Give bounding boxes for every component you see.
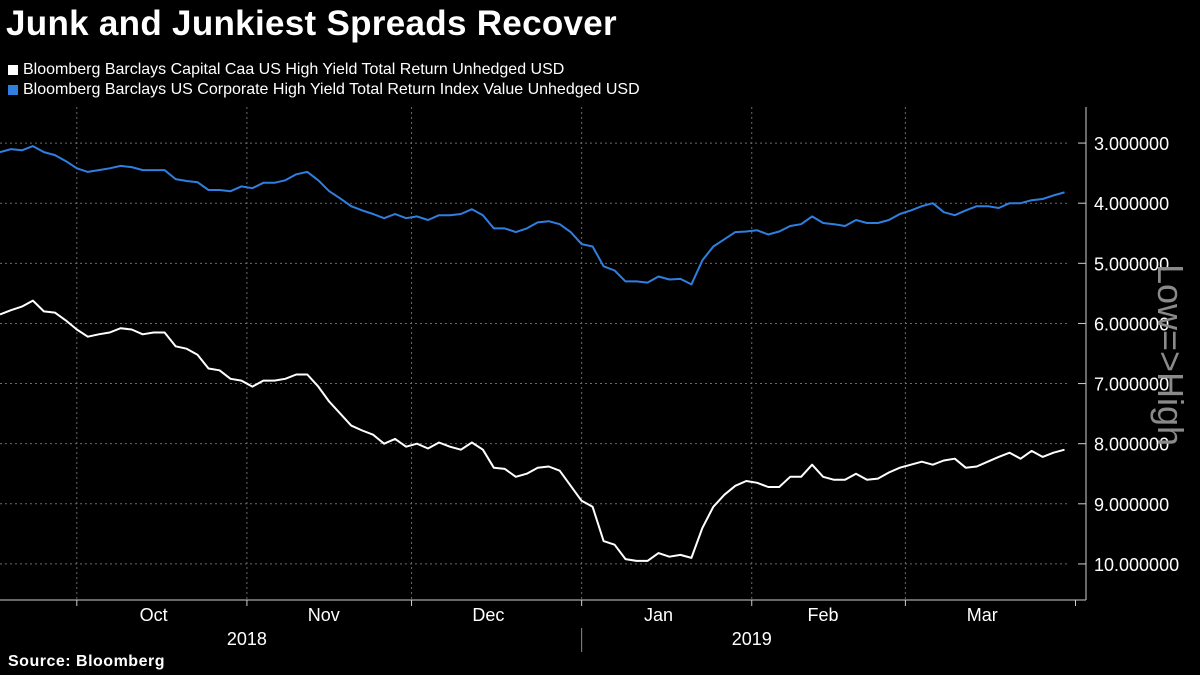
- legend-item-corporate: Bloomberg Barclays US Corporate High Yie…: [8, 80, 640, 100]
- y-tick-label: 9.000000: [1094, 495, 1169, 515]
- x-month-label: Nov: [308, 605, 340, 625]
- legend-label-caa: Bloomberg Barclays Capital Caa US High Y…: [23, 61, 565, 78]
- legend-swatch-corporate: [8, 85, 18, 95]
- side-label: Low=>High: [1150, 264, 1191, 446]
- y-tick-label: 6.000000: [1094, 314, 1169, 334]
- series-line-corporate: [0, 145, 1065, 286]
- x-year-label: 2019: [732, 629, 772, 649]
- y-tick-label: 10.000000: [1094, 555, 1179, 575]
- series-line-caa: [0, 299, 1065, 562]
- chart-title: Junk and Junkiest Spreads Recover: [6, 4, 617, 43]
- legend-item-caa: Bloomberg Barclays Capital Caa US High Y…: [8, 60, 640, 80]
- x-month-label: Mar: [967, 605, 998, 625]
- source-note: Source: Bloomberg: [8, 653, 165, 670]
- legend-label-corporate: Bloomberg Barclays US Corporate High Yie…: [23, 81, 640, 98]
- y-tick-label: 4.000000: [1094, 194, 1169, 214]
- x-month-label: Oct: [140, 605, 168, 625]
- y-tick-label: 7.000000: [1094, 375, 1169, 395]
- legend-swatch-caa: [8, 65, 18, 75]
- y-tick-label: 3.000000: [1094, 134, 1169, 154]
- legend: Bloomberg Barclays Capital Caa US High Y…: [8, 60, 640, 100]
- x-month-label: Feb: [808, 605, 839, 625]
- x-year-label: 2018: [227, 629, 267, 649]
- y-tick-label: 5.000000: [1094, 254, 1169, 274]
- y-tick-label: 8.000000: [1094, 435, 1169, 455]
- x-month-label: Jan: [644, 605, 673, 625]
- x-month-label: Dec: [472, 605, 504, 625]
